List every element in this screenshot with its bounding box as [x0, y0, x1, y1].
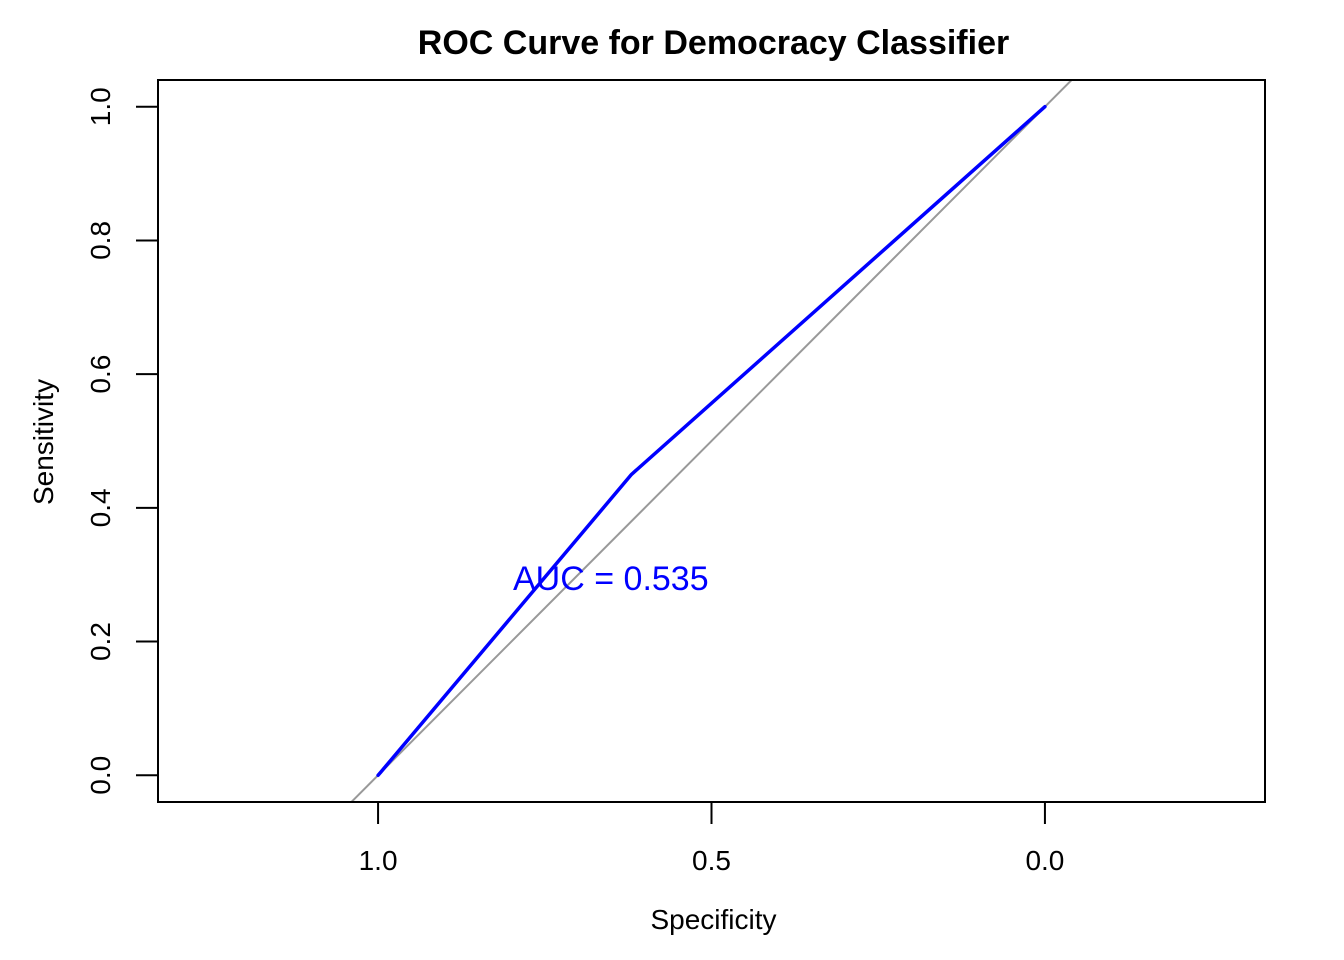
chance-diagonal-line — [349, 80, 1074, 802]
y-tick-label: 0.0 — [85, 756, 116, 795]
x-axis-label: Specificity — [650, 904, 776, 935]
y-tick-label: 0.6 — [85, 355, 116, 394]
axes: 1.0 0.5 0.0 0.0 0.2 0.4 0.6 0.8 1.0 — [85, 79, 1266, 876]
x-tick-label: 0.5 — [692, 845, 731, 876]
y-tick-label: 0.8 — [85, 221, 116, 260]
reference-line-group — [349, 80, 1074, 802]
auc-annotation: AUC = 0.535 — [513, 560, 709, 598]
y-tick-label: 0.2 — [85, 622, 116, 661]
y-tick-label: 0.4 — [85, 488, 116, 527]
y-axis-label: Sensitivity — [28, 379, 59, 505]
roc-curve-line — [376, 104, 1047, 778]
plot-area — [349, 80, 1074, 802]
chart-title: ROC Curve for Democracy Classifier — [418, 24, 1009, 62]
x-tick-label: 1.0 — [359, 845, 398, 876]
y-tick-label: 1.0 — [85, 87, 116, 126]
x-tick-label: 0.0 — [1025, 845, 1064, 876]
